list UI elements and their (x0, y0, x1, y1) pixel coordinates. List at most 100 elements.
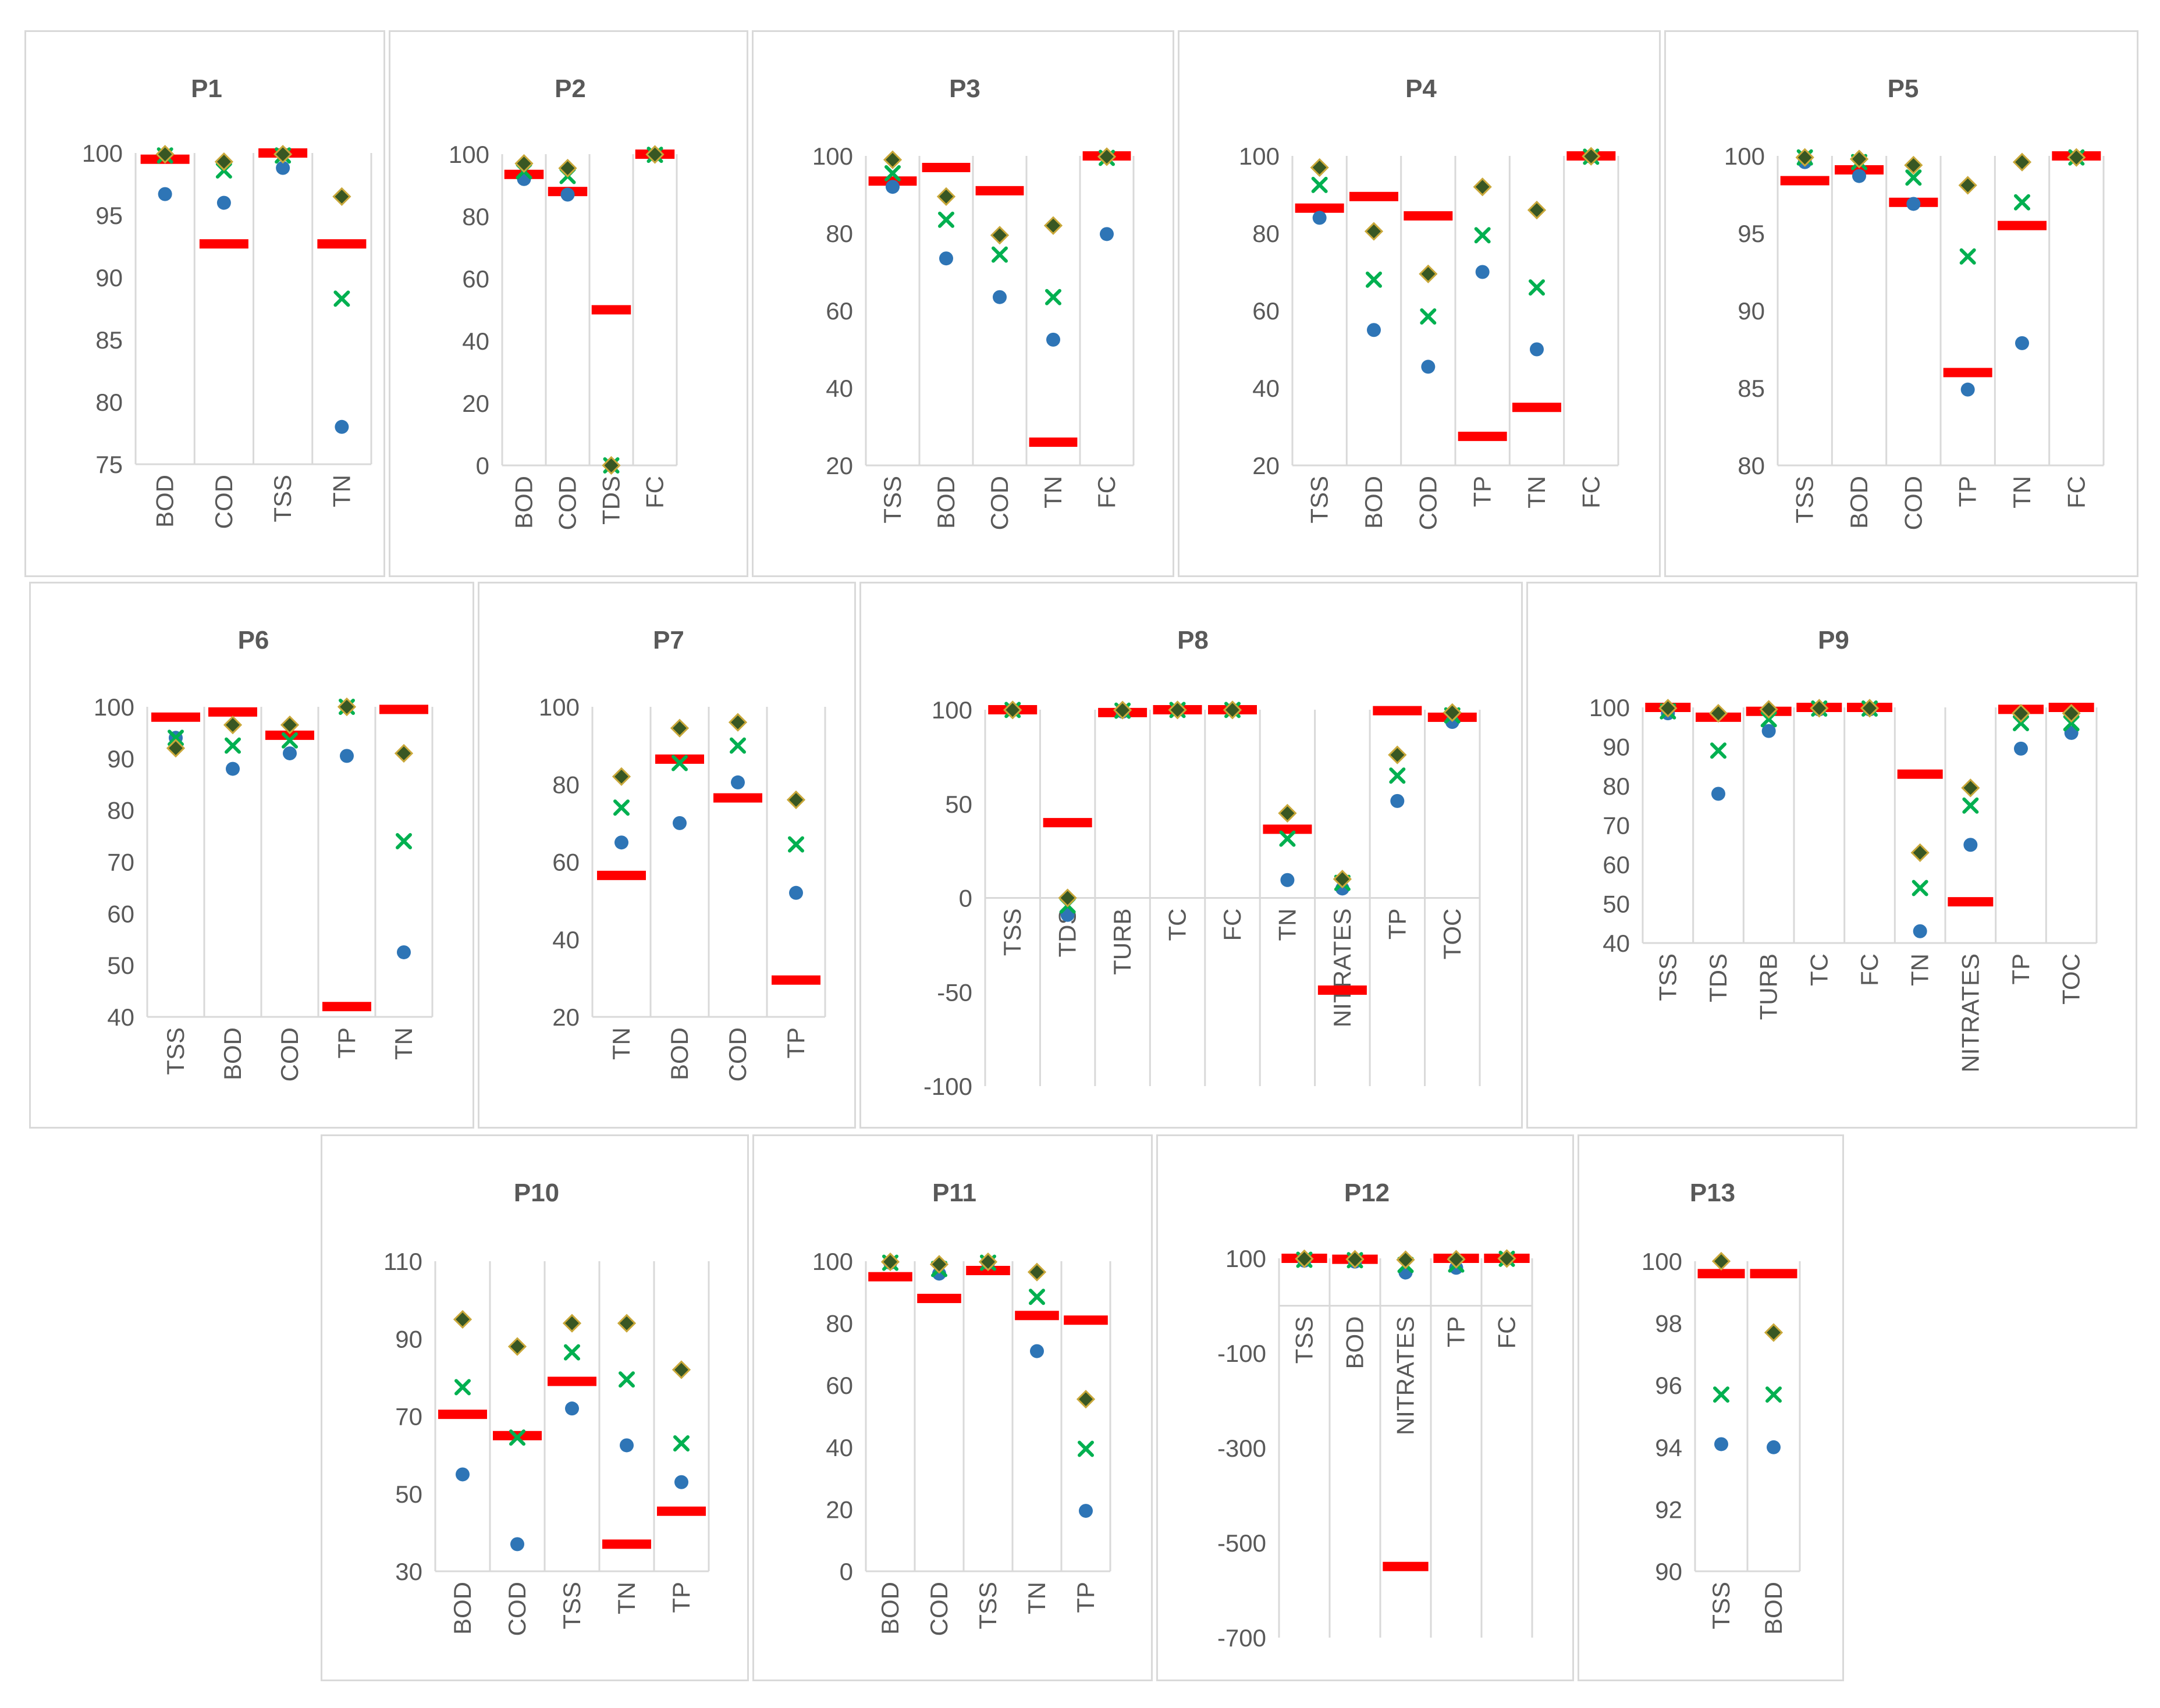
chart-panel-p13: P13 90 92 94 96 98 100 TSS BOD (1578, 1134, 1844, 1681)
blue-dot (2064, 725, 2079, 740)
green-x-marker (509, 1429, 525, 1446)
x-category-label: TSS (1306, 476, 1333, 524)
chart-panel-p7: P7 20 40 60 80 100 TN BOD COD TP (478, 582, 856, 1129)
diamond-marker (1097, 147, 1117, 166)
y-tick-label: 40 (1252, 375, 1280, 402)
y-tick-label: 20 (552, 1004, 580, 1031)
red-marker (265, 730, 314, 740)
diamond-marker (617, 1314, 637, 1333)
y-tick-label: 100 (812, 143, 853, 170)
y-tick-label: 100 (539, 693, 580, 721)
x-category-label: TSS (1791, 476, 1818, 524)
diamond-marker (1658, 699, 1678, 718)
chart-svg-p7: P7 20 40 60 80 100 TN BOD COD TP (539, 626, 826, 1081)
red-marker (1943, 368, 1992, 378)
chart-svg-p5: P5 80 85 90 95 100 TSS BOD COD TP TN FC (1724, 74, 2105, 530)
chart-svg-p13: P13 90 92 94 96 98 100 TSS BOD (1642, 1179, 1801, 1635)
y-tick-label: 40 (826, 1434, 853, 1461)
green-x-marker (613, 799, 630, 816)
diamond-marker (1027, 1262, 1047, 1282)
diamond-marker (514, 154, 534, 173)
y-tick-label: 0 (840, 1558, 853, 1585)
chart-title: P3 (949, 74, 980, 103)
chart-panel-p8: P8 -100 -50 0 50 100 TSS TDS TURB TC FC TN NITRATES T… (859, 582, 1523, 1129)
y-tick-label: 96 (1655, 1372, 1682, 1399)
x-category-label: COD (925, 1582, 953, 1636)
y-tick-label: -100 (923, 1073, 972, 1100)
red-marker (657, 1506, 706, 1516)
chart-svg-p9: P9 40 50 60 70 80 90 100 TSS TDS TURB TC FC TN NITRATE… (1589, 626, 2098, 1073)
chart-panel-p11: P11 0 20 40 60 80 100 BOD COD TSS TN TP (752, 1134, 1153, 1681)
x-category-label: TN (2008, 476, 2035, 508)
y-tick-label: 100 (449, 141, 489, 168)
chart-panel-p12: P12 -700 -500 -300 -100 100 TSS BOD NITRATES TP FC (1156, 1134, 1574, 1681)
chart-svg-p4: P4 20 40 60 80 100 TSS BOD COD TP TN FC (1239, 74, 1619, 530)
diamond-marker (1795, 148, 1814, 167)
y-tick-label: 40 (826, 375, 853, 402)
diamond-marker (1708, 704, 1728, 723)
diamond-marker (1764, 1323, 1784, 1342)
y-tick-label: 80 (1252, 220, 1280, 247)
y-tick-label: 50 (945, 791, 972, 818)
blue-dot (1030, 1344, 1044, 1358)
red-marker (199, 239, 248, 249)
x-category-label: TSS (1707, 1582, 1735, 1629)
chart-title: P7 (653, 626, 684, 654)
green-x-marker (1029, 1289, 1045, 1305)
red-marker (1512, 403, 1561, 412)
y-tick-label: 90 (1738, 297, 1765, 325)
blue-dot (1421, 360, 1436, 374)
diamond-marker (1759, 700, 1778, 719)
x-category-label: BOD (449, 1582, 476, 1635)
diamond-marker (883, 150, 903, 169)
green-x-marker (1959, 248, 1976, 265)
x-category-label: TSS (879, 476, 906, 524)
blue-dot (886, 180, 900, 194)
diamond-marker (155, 145, 175, 164)
red-marker (975, 186, 1024, 195)
blue-dot (1312, 211, 1327, 225)
red-marker (597, 870, 646, 880)
red-marker (548, 1376, 596, 1386)
diamond-marker (1113, 700, 1132, 720)
diamond-marker (1058, 888, 1077, 908)
green-x-marker (1710, 742, 1726, 759)
chart-panel-p4: P4 20 40 60 80 100 TSS BOD COD TP TN FC (1178, 30, 1661, 577)
chart-title: P13 (1690, 1179, 1735, 1207)
x-category-label: BOD (1341, 1316, 1369, 1369)
y-tick-label: 70 (395, 1403, 422, 1431)
green-x-marker (168, 730, 184, 746)
red-marker (1404, 211, 1453, 221)
red-marker (1263, 824, 1312, 834)
y-tick-label: 0 (959, 885, 972, 912)
chart-svg-p12: P12 -700 -500 -300 -100 100 TSS BOD NITRATES TP FC (1217, 1179, 1533, 1652)
green-x-marker (225, 737, 241, 754)
red-marker (438, 1410, 487, 1419)
diamond-marker (2011, 704, 2031, 723)
diamond-marker (1860, 699, 1880, 718)
x-category-label: FC (1577, 476, 1604, 508)
blue-dot (1761, 724, 1776, 738)
blue-dot (620, 1438, 634, 1453)
diamond-marker (1711, 1251, 1731, 1271)
red-marker (602, 1539, 651, 1549)
green-x-marker (1078, 1440, 1094, 1457)
diamond-marker (1003, 700, 1022, 720)
diamond-marker (936, 187, 956, 206)
diamond-marker (1168, 700, 1187, 720)
blue-dot (1100, 227, 1114, 241)
diamond-marker (558, 158, 577, 178)
x-category-label: COD (503, 1582, 531, 1636)
y-tick-label: 20 (1252, 452, 1280, 479)
red-marker (917, 1293, 961, 1303)
blue-dot (1767, 1440, 1781, 1454)
x-category-label: FC (1493, 1316, 1520, 1349)
diamond-marker (612, 767, 631, 787)
x-category-label: TP (1469, 476, 1496, 507)
diamond-marker (280, 715, 300, 735)
diamond-marker (1473, 177, 1492, 197)
x-category-label: COD (210, 475, 237, 529)
blue-dot (1390, 793, 1405, 808)
y-tick-label: 100 (94, 693, 134, 721)
